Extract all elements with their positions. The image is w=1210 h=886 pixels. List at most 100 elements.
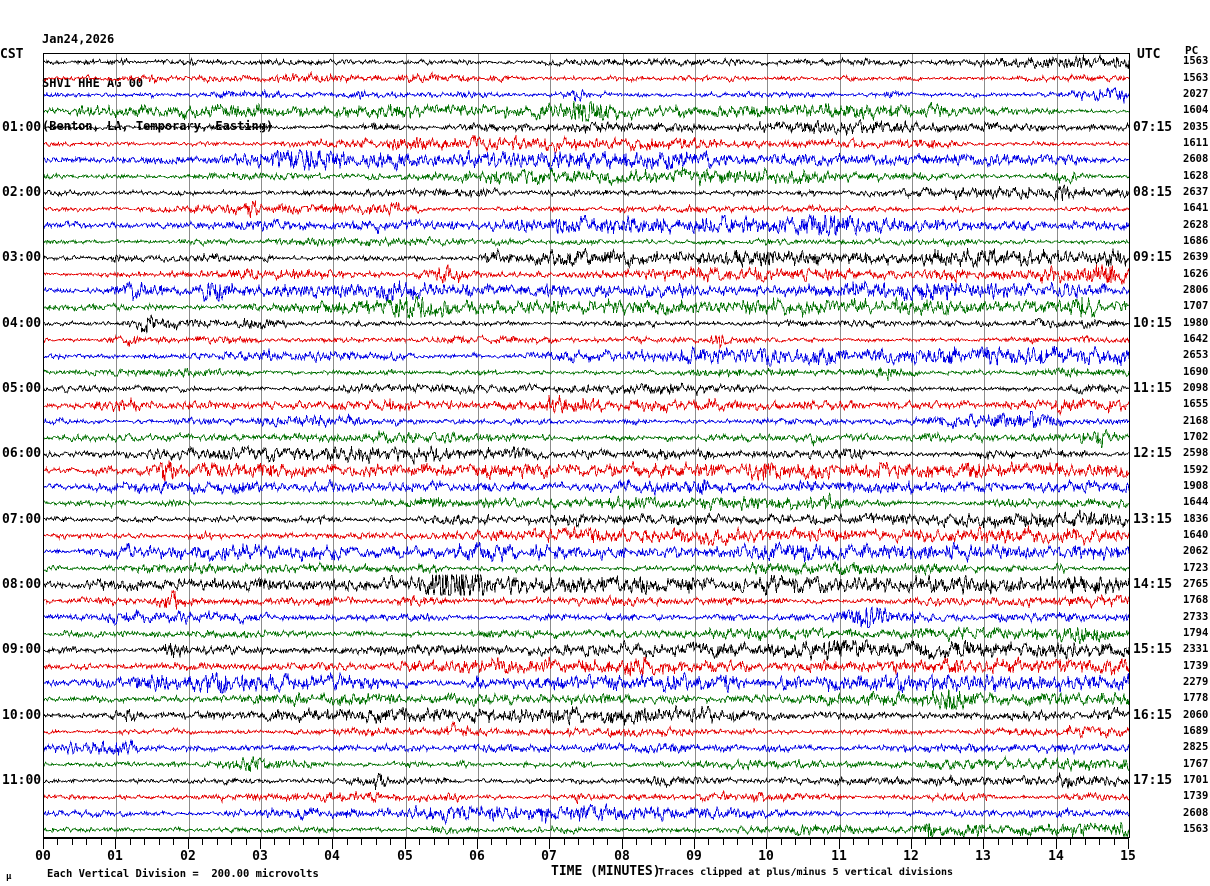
trace-row-12 [44, 247, 1129, 269]
tick-minor [795, 839, 796, 845]
trace-row-42 [44, 739, 1129, 756]
right-hour-label-1315: 13:15 [1133, 511, 1173, 527]
tick-minor [274, 839, 275, 845]
tick-major [188, 839, 189, 849]
tick-minor [318, 839, 319, 845]
tick-major [911, 839, 912, 849]
gridline-minute-02 [189, 54, 190, 838]
tick-major [332, 839, 333, 849]
tick-minor [651, 839, 652, 845]
xtick-label-09: 09 [686, 849, 702, 864]
xtick-label-11: 11 [831, 849, 847, 864]
amplitude-label-row-8: 2637 [1183, 185, 1209, 198]
tick-minor [824, 839, 825, 845]
trace-row-45 [44, 790, 1129, 805]
tick-minor [853, 839, 854, 845]
gridline-minute-10 [767, 54, 768, 838]
trace-row-30 [44, 540, 1129, 563]
seismogram-plot-area [43, 53, 1130, 838]
amplitude-label-row-28: 1836 [1183, 512, 1209, 525]
tick-minor [607, 839, 608, 845]
amplitude-label-row-4: 2035 [1183, 120, 1209, 133]
microvolt-symbol: μ [6, 872, 12, 882]
amplitude-label-row-41: 1689 [1183, 724, 1209, 737]
gridline-minute-09 [695, 54, 696, 838]
amplitude-label-row-43: 1767 [1183, 757, 1209, 770]
tick-minor [86, 839, 87, 845]
xtick-label-08: 08 [614, 849, 630, 864]
amplitude-label-row-10: 2628 [1183, 218, 1209, 231]
gridline-minute-01 [116, 54, 117, 838]
amplitude-label-row-5: 1611 [1183, 136, 1209, 149]
tick-minor [1041, 839, 1042, 845]
amplitude-label-row-45: 1739 [1183, 790, 1209, 803]
tick-minor [882, 839, 883, 845]
gridline-minute-06 [478, 54, 479, 838]
amplitude-label-row-6: 2608 [1183, 153, 1209, 166]
tick-minor [969, 839, 970, 845]
right-hour-label-1515: 15:15 [1133, 642, 1173, 658]
trace-row-34 [44, 606, 1129, 629]
tick-minor [130, 839, 131, 845]
trace-row-46 [44, 803, 1129, 825]
gridline-minute-08 [623, 54, 624, 838]
tick-minor [72, 839, 73, 845]
trace-row-36 [44, 639, 1129, 662]
x-axis-title: TIME (MINUTES) [551, 864, 661, 879]
left-hour-label-0700: 07:00 [2, 511, 42, 527]
amplitude-label-row-19: 1690 [1183, 365, 1209, 378]
tick-minor [231, 839, 232, 845]
gridline-minute-12 [912, 54, 913, 838]
amplitude-label-row-24: 2598 [1183, 447, 1209, 460]
tick-minor [390, 839, 391, 845]
tick-major [983, 839, 984, 849]
tick-minor [1027, 839, 1028, 845]
trace-row-24 [44, 445, 1129, 465]
amplitude-label-row-15: 1707 [1183, 300, 1209, 313]
right-hour-label-1415: 14:15 [1133, 576, 1173, 592]
amplitude-label-row-33: 1768 [1183, 594, 1209, 607]
trace-row-38 [44, 671, 1129, 694]
trace-row-2 [44, 86, 1129, 104]
left-timezone-label: CST [0, 47, 24, 62]
gridline-minute-07 [550, 54, 551, 838]
trace-row-28 [44, 509, 1129, 529]
right-timezone-label: UTC [1137, 47, 1161, 62]
trace-row-0 [44, 54, 1129, 70]
amplitude-label-row-46: 2608 [1183, 806, 1209, 819]
trace-row-43 [44, 755, 1129, 773]
xtick-label-13: 13 [975, 849, 991, 864]
trace-row-21 [44, 394, 1129, 417]
amplitude-label-row-47: 1563 [1183, 822, 1209, 835]
tick-minor [925, 839, 926, 845]
trace-row-6 [44, 149, 1129, 172]
tick-minor [491, 839, 492, 845]
tick-major [115, 839, 116, 849]
tick-minor [361, 839, 362, 845]
tick-minor [708, 839, 709, 845]
right-hour-label-1715: 17:15 [1133, 772, 1173, 788]
tick-minor [434, 839, 435, 845]
trace-row-19 [44, 366, 1129, 382]
tick-minor [1012, 839, 1013, 845]
right-hour-label-1615: 16:15 [1133, 707, 1173, 723]
trace-row-27 [44, 491, 1129, 512]
tick-major [260, 839, 261, 849]
gridline-minute-11 [840, 54, 841, 838]
amplitude-label-row-44: 1701 [1183, 773, 1209, 786]
left-hour-label-0400: 04:00 [2, 315, 42, 331]
tick-minor [810, 839, 811, 845]
tick-minor [376, 839, 377, 845]
trace-row-37 [44, 656, 1129, 677]
amplitude-label-row-34: 2733 [1183, 610, 1209, 623]
tick-minor [868, 839, 869, 845]
left-hour-label-0500: 05:00 [2, 380, 42, 396]
gridline-minute-04 [333, 54, 334, 838]
tick-major [766, 839, 767, 849]
amplitude-label-row-16: 1980 [1183, 316, 1209, 329]
tick-minor [578, 839, 579, 845]
amplitude-label-row-40: 2060 [1183, 708, 1209, 721]
tick-minor [998, 839, 999, 845]
trace-row-16 [44, 314, 1129, 334]
